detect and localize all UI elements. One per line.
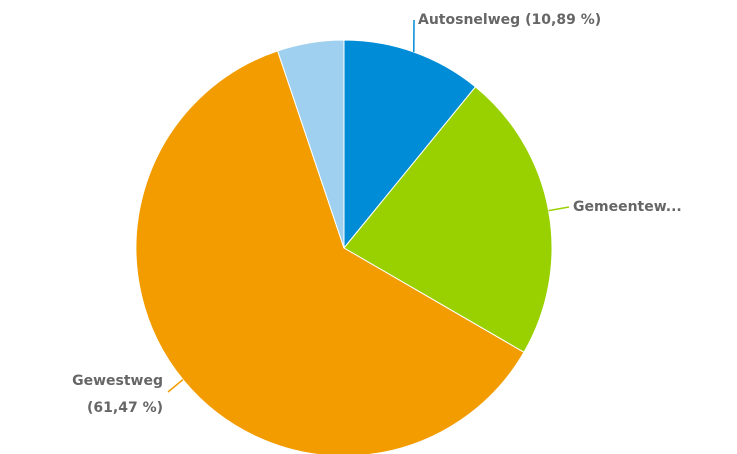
slice-label: Gemeentew... bbox=[573, 199, 682, 215]
slice-label: Autosnelweg bbox=[418, 12, 520, 28]
leader-line bbox=[548, 206, 570, 212]
pie-slice bbox=[276, 39, 345, 249]
leader-line bbox=[167, 379, 184, 393]
slice-label: Gewestweg bbox=[72, 373, 163, 389]
pie-slice bbox=[135, 50, 525, 454]
slice-value-label: (61,47 %) bbox=[87, 400, 163, 416]
pie-slice bbox=[343, 39, 477, 250]
slice-value-label: (10,89 %) bbox=[525, 12, 601, 28]
pie-slice bbox=[343, 86, 553, 353]
